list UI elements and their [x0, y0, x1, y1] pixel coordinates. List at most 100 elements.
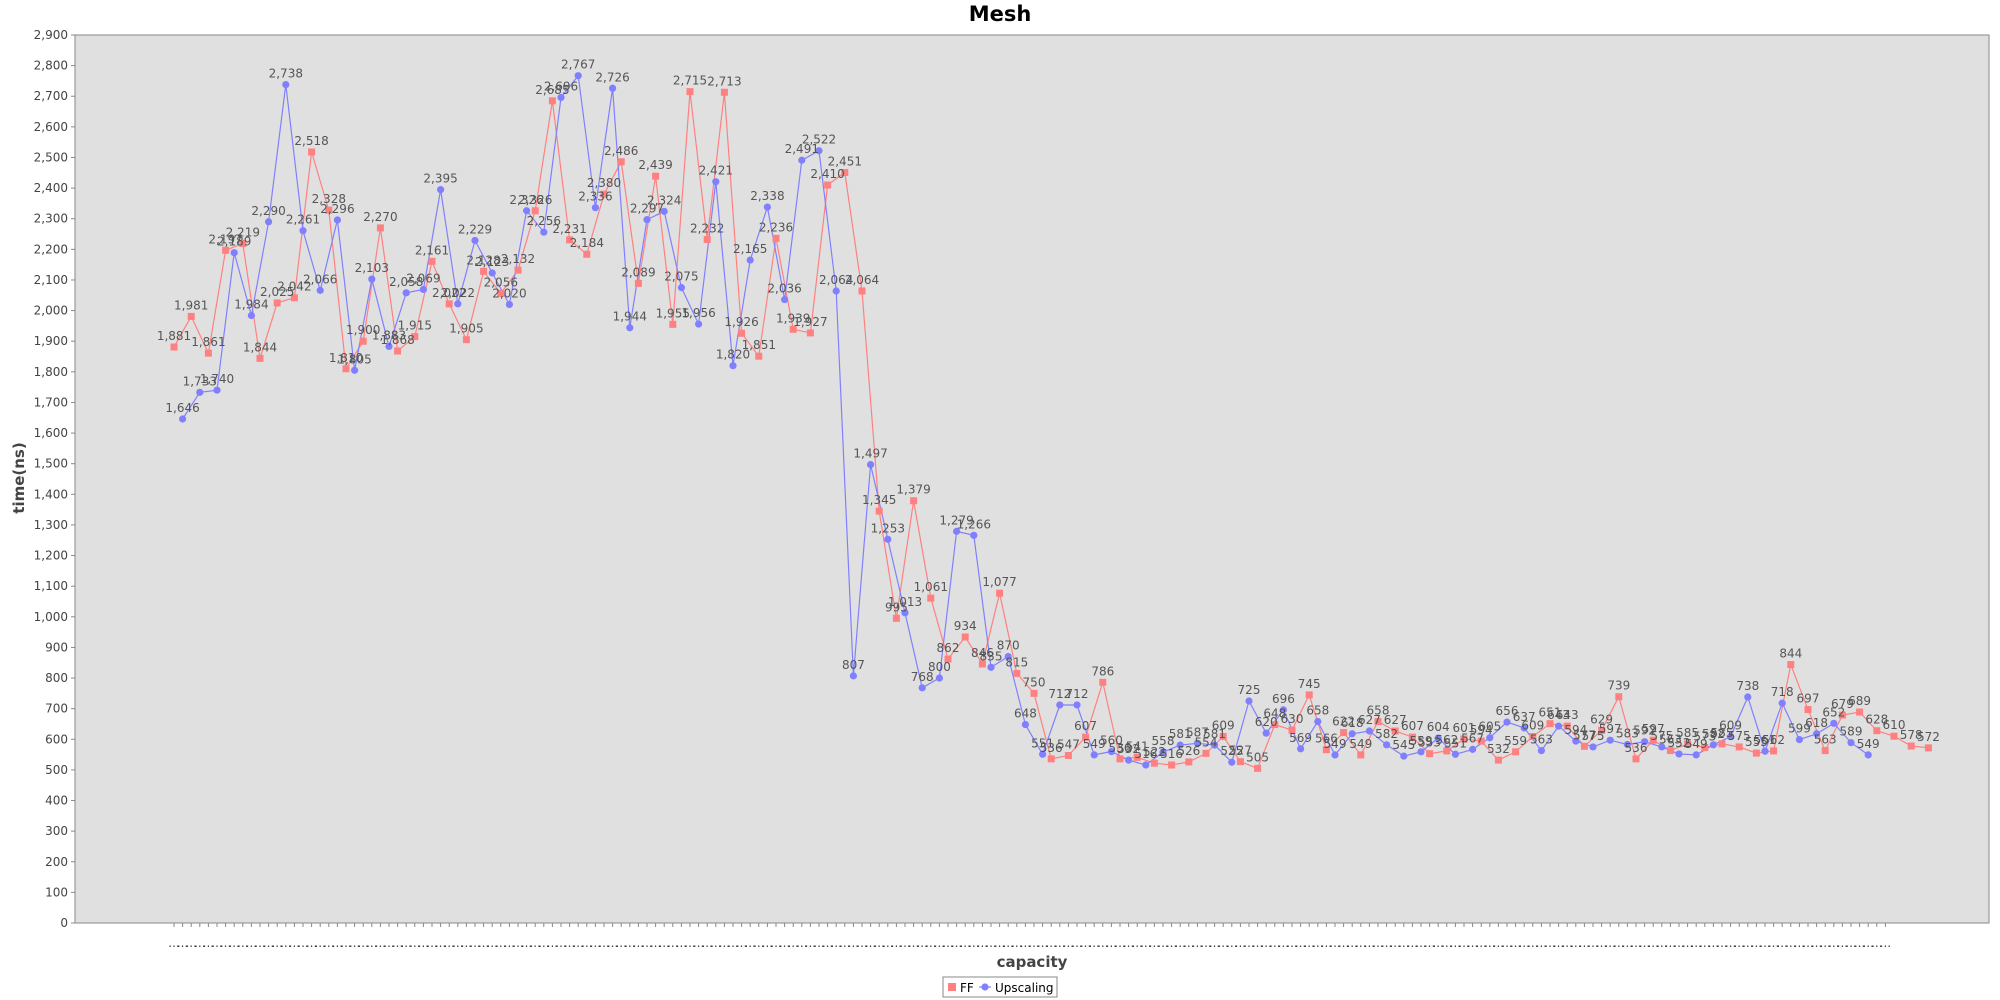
data-point-upscaling — [1125, 756, 1133, 764]
data-label-upscaling: 561 — [1754, 733, 1777, 747]
data-point-ff — [1563, 722, 1571, 730]
data-point-ff — [1684, 740, 1692, 748]
data-point-ff — [1064, 752, 1072, 760]
x-tick-label: ... — [564, 936, 575, 950]
x-tick-label: ... — [1260, 936, 1271, 950]
x-tick-label: ... — [280, 936, 291, 950]
data-point-upscaling — [1228, 758, 1236, 766]
x-tick-label: ... — [770, 936, 781, 950]
y-tick-label: 300 — [45, 824, 68, 838]
x-tick-label: ... — [1355, 936, 1366, 950]
data-point-upscaling — [471, 236, 479, 245]
data-label-upscaling: 658 — [1306, 704, 1329, 718]
x-tick-label: ... — [409, 936, 420, 950]
series-layer — [170, 72, 1932, 772]
x-tick-label: ... — [1217, 936, 1228, 950]
x-tick-label: ... — [839, 936, 850, 950]
data-point-ff — [1426, 750, 1434, 758]
data-label-ff: 1,926 — [724, 315, 758, 329]
data-point-ff — [256, 354, 264, 362]
data-point-upscaling — [815, 147, 823, 155]
data-label-ff: 573 — [1693, 730, 1716, 744]
data-point-upscaling — [1537, 747, 1545, 755]
data-point-upscaling — [729, 362, 737, 370]
x-tick-label: ... — [314, 936, 325, 950]
data-point-ff — [1288, 726, 1296, 734]
x-tick-label: ... — [426, 936, 437, 950]
x-tick-label: ... — [263, 936, 274, 950]
x-tick-label: ... — [1063, 936, 1074, 950]
x-tick-label: ... — [985, 936, 996, 950]
x-tick-label: ... — [1862, 936, 1873, 950]
data-point-upscaling — [970, 531, 978, 539]
x-axis: ........................................… — [168, 923, 1891, 950]
data-point-ff — [1752, 749, 1760, 757]
y-tick-label: 1,800 — [34, 365, 68, 379]
data-point-upscaling — [1331, 751, 1339, 759]
x-tick-label: ... — [1639, 936, 1650, 950]
data-label-ff: 1,868 — [380, 333, 414, 347]
x-tick-label: ... — [418, 936, 429, 950]
y-tick-label: 1,400 — [34, 487, 68, 501]
data-point-ff — [806, 329, 814, 337]
x-tick-label: ... — [658, 936, 669, 950]
data-point-ff — [222, 246, 230, 254]
data-label-ff: 566 — [1315, 732, 1338, 746]
data-point-upscaling — [196, 388, 204, 396]
x-tick-label: ... — [1854, 936, 1865, 950]
data-label-upscaling: 549 — [1324, 737, 1347, 751]
data-point-ff — [1649, 736, 1657, 744]
data-point-ff — [1099, 678, 1107, 686]
y-tick-label: 2,000 — [34, 304, 68, 318]
data-point-ff — [1666, 747, 1674, 755]
data-label-ff: 2,197 — [208, 232, 242, 246]
data-point-upscaling — [1623, 740, 1631, 749]
x-tick-label: ... — [1432, 936, 1443, 950]
x-tick-label: ... — [1802, 936, 1813, 950]
data-label-ff: 1,861 — [191, 335, 225, 349]
data-label-ff: 594 — [1470, 723, 1493, 737]
data-label-ff: 554 — [1195, 735, 1218, 749]
data-point-ff — [1770, 747, 1778, 755]
data-label-ff: 862 — [937, 641, 960, 655]
data-point-upscaling — [1090, 751, 1098, 759]
data-label-upscaling: 2,522 — [802, 133, 836, 147]
data-point-upscaling — [333, 216, 341, 224]
x-tick-label: ... — [392, 936, 403, 950]
data-label-upscaling: 2,066 — [303, 272, 337, 286]
x-tick-label: ... — [813, 936, 824, 950]
data-label-ff: 627 — [1384, 713, 1407, 727]
x-tick-label: ... — [1716, 936, 1727, 950]
data-label-upscaling: 2,395 — [423, 172, 457, 186]
data-label-ff: 1,955 — [656, 306, 690, 320]
x-tick-label: ... — [891, 936, 902, 950]
x-tick-label: ... — [1174, 936, 1185, 950]
data-label-upscaling: 604 — [1427, 720, 1450, 734]
x-tick-label: ... — [1518, 936, 1529, 950]
x-tick-label: ... — [968, 936, 979, 950]
data-point-upscaling — [781, 295, 789, 304]
data-label-upscaling: 581 — [1169, 727, 1192, 741]
data-point-upscaling — [1658, 743, 1666, 751]
data-point-ff — [1219, 733, 1227, 741]
x-tick-label: ... — [959, 936, 970, 950]
data-label-upscaling: 2,058 — [389, 275, 423, 289]
x-tick-label: ... — [512, 936, 523, 950]
x-tick-label: ... — [452, 936, 463, 950]
x-tick-label: ... — [1389, 936, 1400, 950]
data-point-upscaling — [1279, 706, 1287, 714]
data-point-upscaling — [918, 684, 926, 692]
y-tick-label: 600 — [45, 732, 68, 746]
data-point-upscaling — [1400, 752, 1408, 760]
y-tick-label: 900 — [45, 640, 68, 654]
data-label-upscaling: 2,696 — [544, 79, 578, 93]
data-point-upscaling — [1555, 722, 1563, 730]
data-label-upscaling: 718 — [1771, 685, 1794, 699]
data-point-upscaling — [523, 207, 531, 215]
x-tick-label: ... — [1252, 936, 1263, 950]
x-tick-label: ... — [1587, 936, 1598, 950]
data-point-upscaling — [1727, 732, 1735, 741]
legend-label-ff: FF — [960, 981, 974, 995]
x-tick-label: ... — [375, 936, 386, 950]
data-point-upscaling — [832, 287, 840, 295]
